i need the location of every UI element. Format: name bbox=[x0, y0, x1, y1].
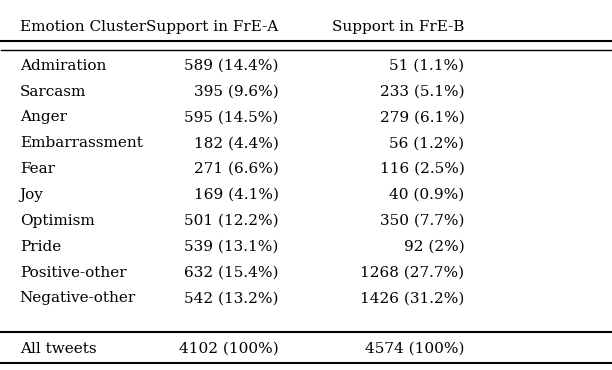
Text: 350 (7.7%): 350 (7.7%) bbox=[380, 214, 465, 228]
Text: 4102 (100%): 4102 (100%) bbox=[179, 342, 278, 356]
Text: Emotion Cluster: Emotion Cluster bbox=[20, 20, 146, 34]
Text: 1268 (27.7%): 1268 (27.7%) bbox=[360, 266, 465, 279]
Text: 271 (6.6%): 271 (6.6%) bbox=[194, 162, 278, 176]
Text: 233 (5.1%): 233 (5.1%) bbox=[380, 85, 465, 99]
Text: Fear: Fear bbox=[20, 162, 54, 176]
Text: 169 (4.1%): 169 (4.1%) bbox=[193, 188, 278, 202]
Text: 1426 (31.2%): 1426 (31.2%) bbox=[360, 291, 465, 305]
Text: 116 (2.5%): 116 (2.5%) bbox=[379, 162, 465, 176]
Text: Positive-other: Positive-other bbox=[20, 266, 126, 279]
Text: 542 (13.2%): 542 (13.2%) bbox=[184, 291, 278, 305]
Text: 539 (13.1%): 539 (13.1%) bbox=[184, 240, 278, 254]
Text: 4574 (100%): 4574 (100%) bbox=[365, 342, 465, 356]
Text: 589 (14.4%): 589 (14.4%) bbox=[184, 59, 278, 73]
Text: 501 (12.2%): 501 (12.2%) bbox=[184, 214, 278, 228]
Text: Optimism: Optimism bbox=[20, 214, 94, 228]
Text: 395 (9.6%): 395 (9.6%) bbox=[194, 85, 278, 99]
Text: Support in FrE-B: Support in FrE-B bbox=[332, 20, 465, 34]
Text: All tweets: All tweets bbox=[20, 342, 96, 356]
Text: Sarcasm: Sarcasm bbox=[20, 85, 86, 99]
Text: Admiration: Admiration bbox=[20, 59, 106, 73]
Text: 182 (4.4%): 182 (4.4%) bbox=[194, 136, 278, 150]
Text: 595 (14.5%): 595 (14.5%) bbox=[184, 111, 278, 124]
Text: Anger: Anger bbox=[20, 111, 67, 124]
Text: Negative-other: Negative-other bbox=[20, 291, 136, 305]
Text: 279 (6.1%): 279 (6.1%) bbox=[379, 111, 465, 124]
Text: Joy: Joy bbox=[20, 188, 43, 202]
Text: 40 (0.9%): 40 (0.9%) bbox=[389, 188, 465, 202]
Text: Support in FrE-A: Support in FrE-A bbox=[146, 20, 278, 34]
Text: 92 (2%): 92 (2%) bbox=[404, 240, 465, 254]
Text: Pride: Pride bbox=[20, 240, 61, 254]
Text: 51 (1.1%): 51 (1.1%) bbox=[389, 59, 465, 73]
Text: 56 (1.2%): 56 (1.2%) bbox=[389, 136, 465, 150]
Text: 632 (15.4%): 632 (15.4%) bbox=[184, 266, 278, 279]
Text: Embarrassment: Embarrassment bbox=[20, 136, 143, 150]
